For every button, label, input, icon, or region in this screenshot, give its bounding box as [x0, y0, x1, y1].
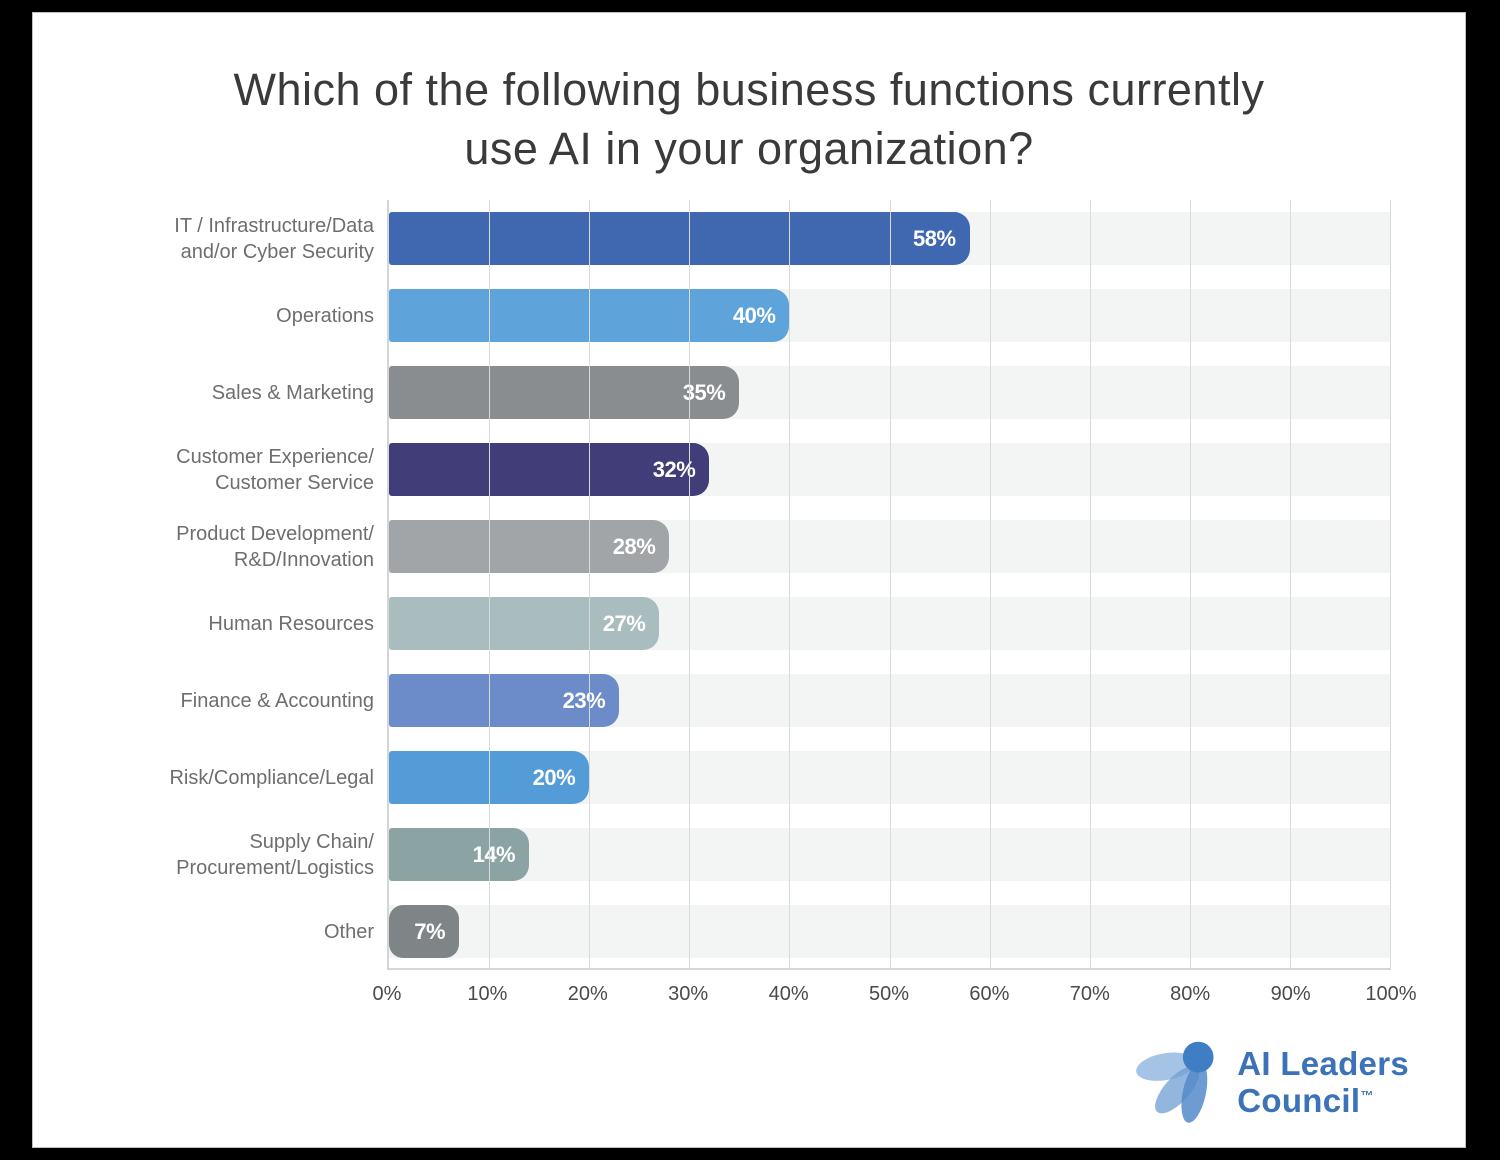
gridline [1390, 200, 1391, 968]
bar-value-label: 7% [414, 918, 446, 944]
ai-leaders-council-logo-icon [1136, 1041, 1214, 1123]
bar-chart: IT / Infrastructure/Data and/or Cyber Se… [33, 200, 1465, 1017]
bar-value-label: 35% [682, 379, 726, 405]
chart-title: Which of the following business function… [233, 64, 1265, 174]
gridline [489, 200, 491, 968]
plot-column: 58% 40% 35% 32% 28% [373, 200, 1417, 1017]
category-axis: IT / Infrastructure/Data and/or Cyber Se… [33, 200, 387, 1017]
bar: 28% [389, 520, 670, 573]
category-label: Sales & Marketing [211, 381, 374, 404]
plot-area: 58% 40% 35% 32% 28% [387, 200, 1391, 970]
brand-name: AI Leaders Council™ [1237, 1045, 1409, 1120]
brand-line2: Council [1237, 1082, 1361, 1119]
gridline [1089, 200, 1091, 968]
x-axis-tick-label: 50% [868, 983, 910, 1005]
x-axis-tick-label: 30% [668, 983, 709, 1005]
x-axis-tick-label: 80% [1170, 983, 1211, 1005]
bar-value-label: 32% [652, 456, 696, 482]
bar: 32% [389, 443, 710, 496]
category-label: Finance & Accounting [180, 689, 374, 712]
gridline [889, 200, 891, 968]
category-label: Other [323, 920, 374, 943]
bar: 58% [389, 212, 970, 265]
bar-value-label: 27% [602, 610, 646, 636]
bar: 14% [389, 828, 530, 881]
gridline [1189, 200, 1191, 968]
bar: 23% [389, 674, 620, 727]
x-axis-tick-label: 10% [467, 983, 508, 1005]
category-label: Customer Experience/ Customer Service [176, 445, 374, 494]
gridline [589, 200, 591, 968]
category-label: Product Development/ R&D/Innovation [176, 522, 374, 571]
x-axis: 0% 10% 20% 30% 40% 50% 60% 70% 80% 90% 100% [373, 983, 1417, 1017]
category-label: Operations [276, 304, 374, 327]
gridline [1289, 200, 1291, 968]
x-axis-tick-label: 60% [969, 983, 1010, 1005]
chart-card: Which of the following business function… [32, 12, 1466, 1148]
brand-logo: AI Leaders Council™ [1131, 1035, 1409, 1131]
bar: 27% [389, 597, 660, 650]
brand-line1: AI Leaders [1237, 1045, 1409, 1083]
bar: 7% [389, 905, 460, 958]
category-label: Supply Chain/ Procurement/Logistics [176, 830, 374, 879]
bar-value-label: 14% [472, 841, 516, 867]
gridline [789, 200, 791, 968]
bar-value-label: 28% [612, 533, 656, 559]
gridline [989, 200, 991, 968]
x-axis-tick-label: 100% [1365, 983, 1417, 1005]
x-axis-tick-label: 0% [372, 983, 402, 1005]
bar-value-label: 58% [913, 225, 956, 251]
x-axis-tick-label: 70% [1069, 983, 1110, 1005]
x-axis-tick-label: 90% [1270, 983, 1311, 1005]
gridline [689, 200, 691, 968]
bar-value-label: 20% [532, 764, 576, 790]
x-axis-tick-label: 20% [567, 983, 608, 1005]
bar: 35% [389, 366, 740, 419]
x-axis-tick-label: 40% [768, 983, 809, 1005]
category-label: Human Resources [208, 612, 374, 635]
bar-value-label: 40% [732, 302, 776, 328]
trademark-symbol: ™ [1360, 1088, 1374, 1103]
category-label: Risk/Compliance/Legal [169, 766, 374, 789]
bar-value-label: 23% [562, 687, 606, 713]
category-label: IT / Infrastructure/Data and/or Cyber Se… [174, 214, 374, 263]
